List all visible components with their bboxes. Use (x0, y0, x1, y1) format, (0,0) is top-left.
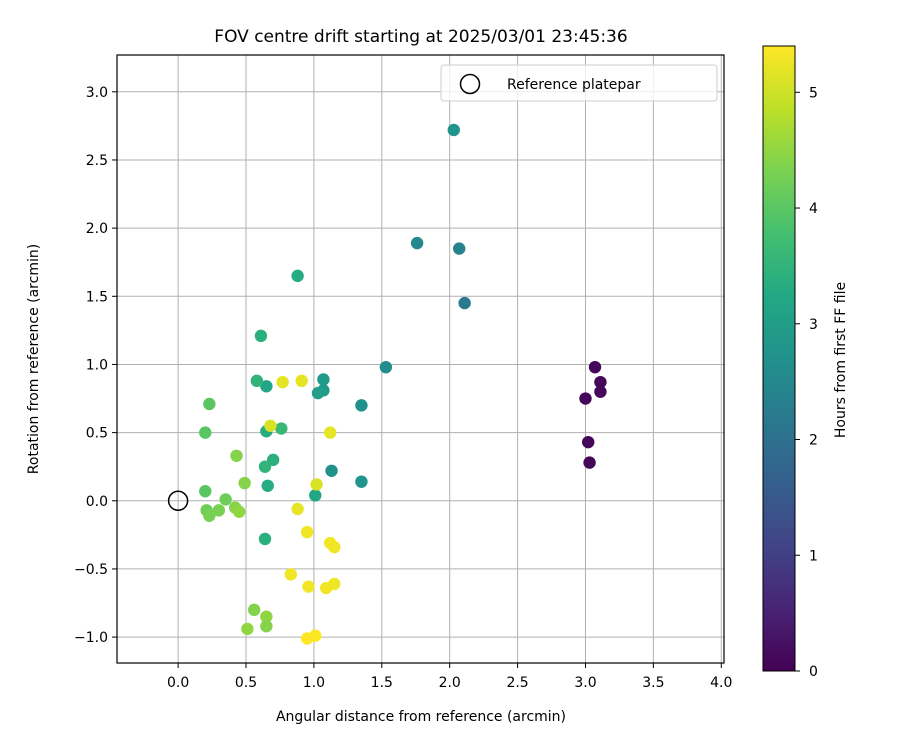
scatter-point (310, 478, 323, 491)
y-tick-label: 2.5 (86, 153, 108, 169)
scatter-point (594, 385, 607, 398)
scatter-points (167, 123, 607, 645)
scatter-point (309, 629, 322, 642)
x-tick-label: 1.0 (303, 675, 325, 691)
legend-reference-marker (459, 73, 481, 95)
scatter-point (355, 475, 368, 488)
scatter-point (588, 360, 602, 374)
x-axis-label: Angular distance from reference (arcmin) (276, 709, 566, 725)
y-tick-label: 1.0 (86, 357, 108, 373)
colorbar-tick-label: 1 (809, 548, 818, 564)
plot-frame (116, 54, 725, 664)
colorbar-tick-label: 2 (809, 433, 818, 449)
scatter-point (594, 375, 607, 389)
scatter-point (203, 397, 216, 411)
scatter-point (447, 123, 460, 137)
x-tick-label: 0.5 (235, 675, 257, 691)
scatter-point (453, 242, 466, 255)
scatter-point (276, 375, 289, 389)
scatter-point (295, 374, 308, 388)
scatter-point (230, 449, 243, 462)
scatter-point (233, 505, 246, 518)
grid-lines (117, 55, 724, 663)
scatter-point (309, 489, 322, 502)
scatter-point (328, 540, 341, 554)
scatter-point (379, 360, 393, 374)
reference-point-marker (167, 490, 189, 512)
scatter-point (328, 577, 341, 591)
scatter-point (458, 296, 471, 310)
scatter-point (260, 610, 273, 623)
scatter-point (260, 619, 273, 633)
x-tick-label: 2.5 (506, 675, 528, 691)
x-tick-label: 3.5 (642, 675, 664, 691)
y-axis-ticks: −1.0 −0.5 0.0 0.5 1.0 1.5 2.0 2.5 3.0 (74, 85, 117, 646)
y-tick-label: −0.5 (74, 562, 108, 578)
y-tick-label: 2.0 (86, 221, 108, 237)
scatter-point (579, 392, 592, 405)
scatter-point (266, 453, 280, 467)
y-tick-label: −1.0 (74, 630, 108, 646)
y-tick-label: 0.5 (86, 426, 108, 442)
scatter-point (258, 460, 272, 473)
scatter-point (582, 435, 595, 449)
scatter-point (241, 622, 254, 636)
scatter-point (258, 532, 272, 546)
chart-title: FOV centre drift starting at 2025/03/01 … (214, 27, 627, 47)
scatter-point (311, 386, 325, 400)
scatter-point (325, 464, 338, 477)
colorbar-ticks: 0 1 2 3 4 5 (795, 85, 818, 680)
colorbar-tick-label: 4 (809, 201, 818, 217)
legend: Reference platepar (440, 64, 718, 102)
scatter-point (284, 568, 298, 581)
scatter-point (291, 502, 304, 516)
scatter-point (323, 426, 337, 439)
scatter-point (219, 493, 232, 506)
y-axis-label: Rotation from reference (arcmin) (26, 244, 42, 474)
scatter-point (264, 419, 277, 432)
scatter-point (583, 456, 596, 469)
scatter-point (261, 479, 274, 492)
scatter-point (355, 399, 368, 412)
y-tick-label: 1.5 (86, 289, 108, 305)
x-axis-ticks: 0.0 0.5 1.0 1.5 2.0 2.5 3.0 3.5 4.0 (167, 663, 732, 691)
scatter-point (302, 580, 315, 593)
x-tick-label: 2.0 (439, 675, 461, 691)
legend-label: Reference platepar (507, 77, 641, 93)
x-tick-label: 4.0 (710, 675, 732, 691)
x-tick-label: 0.0 (167, 675, 189, 691)
scatter-point (291, 269, 304, 283)
scatter-point (199, 485, 212, 498)
scatter-point (199, 426, 212, 439)
colorbar-tick-label: 3 (809, 317, 818, 333)
legend-box (440, 64, 718, 102)
scatter-point (238, 476, 251, 490)
colorbar-label: Hours from first FF file (833, 282, 849, 438)
y-tick-label: 0.0 (86, 494, 108, 510)
scatter-point (275, 422, 288, 435)
x-tick-label: 1.5 (371, 675, 393, 691)
y-tick-label: 3.0 (86, 85, 108, 101)
colorbar-gradient (762, 45, 796, 672)
scatter-point (260, 380, 273, 393)
scatter-point (247, 603, 261, 617)
scatter-point (203, 509, 216, 522)
scatter-point (250, 374, 264, 388)
x-tick-label: 3.0 (574, 675, 596, 691)
colorbar: 0 1 2 3 4 5 Hours from first FF file (762, 45, 849, 680)
scatter-point (317, 373, 330, 386)
scatter-point (212, 504, 226, 517)
scatter-point (254, 329, 268, 343)
colorbar-tick-label: 5 (809, 85, 818, 101)
scatter-point (300, 525, 314, 539)
scatter-point (410, 236, 424, 250)
colorbar-tick-label: 0 (809, 664, 818, 680)
